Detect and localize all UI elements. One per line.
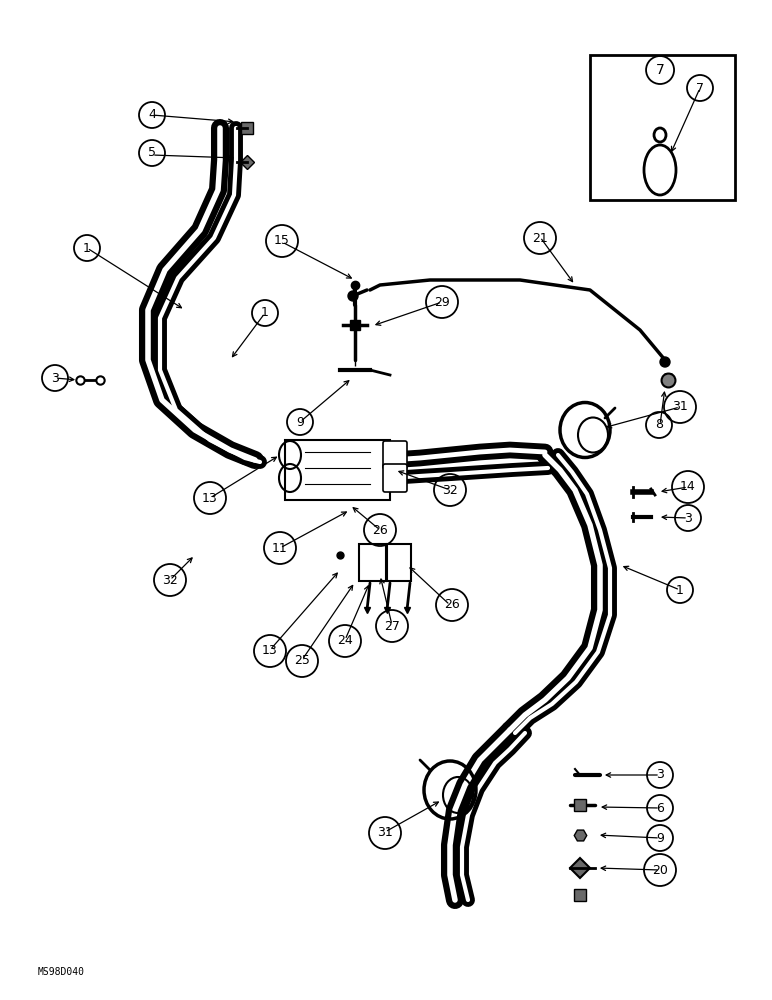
Text: 3: 3 (656, 768, 664, 782)
Text: 26: 26 (444, 598, 460, 611)
Text: 3: 3 (51, 371, 59, 384)
Text: 7: 7 (696, 82, 704, 95)
Text: 7: 7 (655, 63, 665, 77)
Text: 11: 11 (272, 542, 288, 554)
Text: 5: 5 (148, 146, 156, 159)
Bar (590, 55, 735, 200)
Text: 13: 13 (262, 645, 278, 658)
FancyBboxPatch shape (383, 464, 407, 492)
Text: 3: 3 (684, 512, 692, 524)
Text: 25: 25 (294, 654, 310, 668)
FancyBboxPatch shape (359, 544, 386, 581)
Circle shape (660, 357, 670, 367)
Text: 8: 8 (655, 418, 663, 432)
Text: 13: 13 (202, 491, 218, 504)
Circle shape (348, 291, 358, 301)
Text: 32: 32 (442, 484, 458, 496)
Text: 9: 9 (656, 832, 664, 844)
FancyBboxPatch shape (387, 544, 411, 581)
Bar (285, 440, 390, 500)
Text: 24: 24 (337, 635, 353, 648)
Text: 29: 29 (434, 296, 450, 308)
Text: 1: 1 (83, 241, 91, 254)
Text: 1: 1 (261, 306, 269, 320)
Text: 20: 20 (652, 863, 668, 876)
Text: 31: 31 (672, 400, 688, 414)
FancyBboxPatch shape (383, 441, 407, 469)
Text: MS98D040: MS98D040 (38, 967, 85, 977)
Text: 9: 9 (296, 416, 304, 428)
Text: 21: 21 (532, 232, 548, 244)
Text: 1: 1 (676, 584, 684, 596)
Text: 31: 31 (378, 826, 393, 840)
Text: 4: 4 (148, 108, 156, 121)
Text: 15: 15 (274, 234, 290, 247)
Text: 6: 6 (656, 802, 664, 814)
Text: 14: 14 (680, 481, 696, 493)
Text: 32: 32 (162, 574, 178, 586)
Text: 27: 27 (384, 619, 400, 633)
Text: 26: 26 (372, 524, 388, 536)
